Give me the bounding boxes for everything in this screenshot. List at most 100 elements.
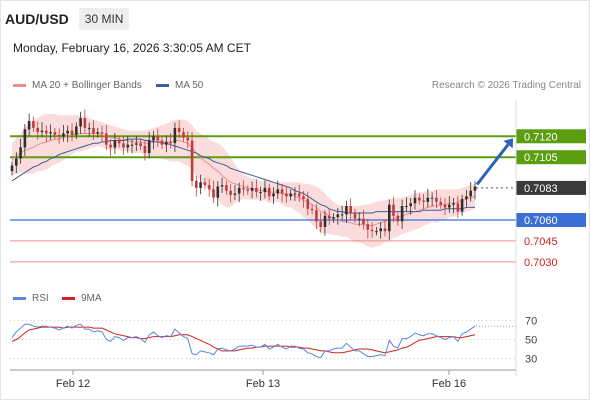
- candle-body: [233, 193, 237, 195]
- candle-body: [366, 224, 370, 230]
- current-price-tag: [516, 180, 586, 195]
- candle-body: [32, 120, 35, 128]
- candle-body: [392, 204, 395, 216]
- legend-item-ma50: MA 50: [156, 80, 203, 91]
- candle-body: [23, 129, 27, 148]
- candle-body: [323, 215, 327, 227]
- candle-body: [117, 140, 121, 144]
- candle-body: [36, 127, 39, 133]
- support-label: 0.7060: [524, 215, 558, 227]
- legend-label-rsi: RSI: [32, 293, 49, 304]
- candle-body: [195, 180, 198, 188]
- support-label-minor: 0.7030: [524, 257, 558, 269]
- candle-body: [173, 127, 177, 144]
- candle-body: [340, 214, 344, 216]
- candle-body: [375, 231, 378, 233]
- candle-body: [100, 132, 104, 134]
- candle-body: [250, 187, 254, 191]
- current-price-label: 0.7083: [524, 183, 558, 195]
- candle-body: [400, 206, 404, 222]
- candle-body: [169, 141, 172, 144]
- candle-body: [246, 189, 250, 191]
- candle-body: [177, 127, 181, 133]
- candle-body: [216, 186, 220, 198]
- candle-body: [10, 165, 14, 172]
- candle-body: [237, 187, 241, 194]
- candle-body: [336, 214, 340, 218]
- candle-body: [62, 133, 65, 137]
- legend-swatch-rsi: [13, 297, 26, 300]
- candle-body: [152, 136, 155, 141]
- legend-swatch-ma50: [156, 84, 169, 87]
- candle-body: [297, 193, 301, 197]
- legend-item-9ma: 9MA: [62, 293, 102, 304]
- ma50-line: [11, 138, 475, 214]
- candle-body: [319, 221, 322, 227]
- candle-body: [27, 120, 31, 130]
- candle-body: [422, 200, 425, 202]
- candle-body: [315, 210, 318, 222]
- candle-body: [122, 143, 125, 148]
- candle-body: [443, 204, 447, 208]
- candle-body: [405, 206, 408, 207]
- candle-body: [473, 186, 477, 191]
- candle-body: [353, 213, 357, 219]
- rsi-ma9-line: [11, 326, 476, 354]
- forecast-arrow-head: [503, 138, 513, 149]
- candle-body: [19, 147, 22, 159]
- timeframe-tab[interactable]: 30 MIN: [78, 8, 130, 30]
- rsi-tick-label: 50: [525, 335, 537, 347]
- candle-body: [212, 189, 215, 198]
- support-label-minor: 0.7045: [524, 236, 558, 248]
- candle-body: [105, 133, 108, 145]
- candle-body: [285, 193, 288, 197]
- legend-swatch-ma20: [13, 84, 26, 87]
- candle-body: [53, 132, 57, 135]
- candle-body: [49, 132, 52, 134]
- candle-body: [15, 158, 18, 166]
- candle-body: [79, 118, 82, 127]
- candle-body: [276, 189, 280, 194]
- candle-body: [263, 187, 267, 193]
- candle-body: [83, 118, 87, 128]
- candle-body: [357, 218, 361, 220]
- legend-item-rsi: RSI: [13, 293, 49, 304]
- candle-body: [469, 190, 472, 197]
- symbol-title: AUD/USD: [5, 11, 69, 27]
- candle-body: [75, 126, 78, 135]
- rsi-line: [11, 323, 476, 359]
- candle-body: [255, 187, 258, 193]
- candle-body: [460, 199, 464, 212]
- candle-body: [66, 130, 69, 134]
- candle-body: [143, 146, 147, 153]
- legend-swatch-9ma: [62, 297, 75, 300]
- candle-body: [435, 197, 438, 202]
- candle-body: [306, 199, 310, 209]
- candle-body: [267, 187, 271, 197]
- candle-body: [426, 197, 430, 202]
- research-credit: Research © 2026 Trading Central: [431, 80, 581, 91]
- candle-body: [225, 185, 228, 191]
- candle-body: [332, 217, 335, 219]
- candle-body: [242, 187, 245, 190]
- title-bar: AUD/USD 30 MIN: [5, 8, 130, 30]
- candle-body: [96, 132, 99, 134]
- candle-body: [229, 190, 232, 195]
- legend-label-ma20: MA 20 + Bollinger Bands: [32, 80, 142, 91]
- x-tick-label: Feb 13: [246, 378, 280, 390]
- candle-body: [87, 127, 91, 129]
- candle-body: [362, 218, 365, 225]
- candle-body: [456, 203, 460, 212]
- candle-body: [280, 189, 284, 194]
- candle-body: [165, 141, 168, 145]
- candle-body: [439, 201, 442, 205]
- candle-body: [327, 215, 331, 219]
- candle-body: [156, 136, 160, 141]
- candle-body: [160, 140, 164, 145]
- candle-body: [113, 140, 117, 148]
- support-tag: [516, 213, 586, 227]
- candle-body: [70, 130, 74, 135]
- resistance-tag: [516, 150, 586, 165]
- candle-body: [418, 197, 421, 201]
- candle-body: [135, 143, 138, 145]
